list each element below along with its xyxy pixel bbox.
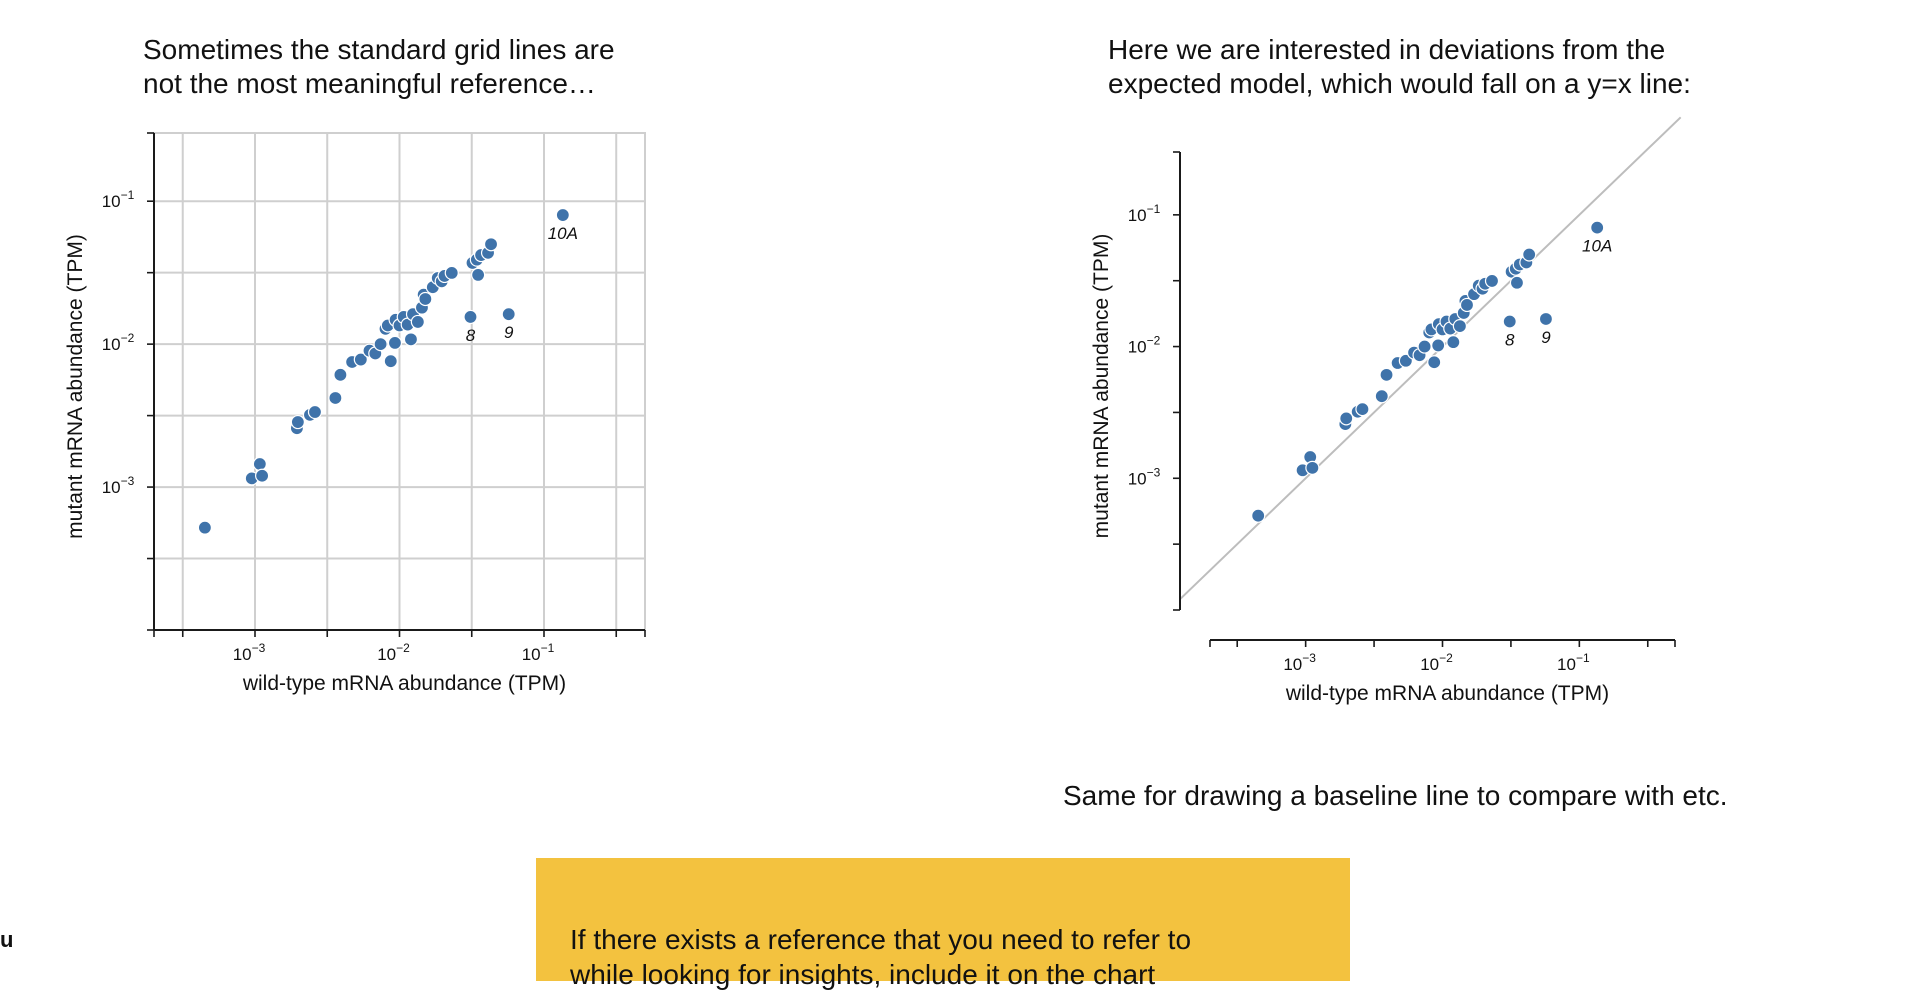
data-point: [1431, 338, 1446, 353]
x-axis-title: wild-type mRNA abundance (TPM): [242, 672, 566, 695]
x-tick-label: 10−3: [1283, 651, 1316, 674]
points-layer: [197, 207, 570, 535]
y-tick-label: 10−3: [1128, 465, 1161, 488]
scatter-chart-reference-line: 10−3 10−2 10−1 10−3 10−2 10−1 10A 8 9 wild-type…: [1090, 116, 1682, 705]
data-point: [1446, 335, 1461, 350]
x-tick-label: 10−1: [1557, 651, 1590, 674]
data-point: [555, 207, 570, 223]
x-axis-title: wild-type mRNA abundance (TPM): [1285, 682, 1609, 705]
caption-reference-line: Here we are interested in deviations fro…: [1108, 34, 1691, 99]
data-point: [483, 237, 499, 252]
data-point: [418, 291, 433, 307]
point-labels-layer: 10A 8 9: [466, 224, 578, 345]
data-point: [333, 367, 348, 382]
data-point: [471, 267, 486, 283]
data-point: [1374, 389, 1389, 404]
y-tick-label: 10−2: [102, 331, 135, 354]
data-point: [252, 456, 267, 472]
data-point: [403, 332, 419, 347]
data-point: [1522, 247, 1537, 262]
data-point: [444, 265, 459, 281]
y-tick-label: 10−1: [102, 188, 135, 211]
y-tick-label: 10−1: [1128, 202, 1161, 225]
data-point: [1502, 314, 1517, 329]
point-label: 9: [1541, 328, 1551, 347]
caption-grid-lines: Sometimes the standard grid lines are no…: [143, 34, 615, 99]
point-labels-layer: 10A 8 9: [1505, 237, 1612, 350]
data-point: [1427, 355, 1442, 370]
data-point: [1251, 508, 1266, 523]
data-point: [410, 314, 425, 330]
point-label: 10A: [1582, 237, 1612, 256]
x-tick-label: 10−3: [233, 641, 266, 664]
data-point: [1339, 411, 1354, 426]
y-tick-label: 10−3: [102, 474, 135, 497]
x-tick-label: 10−1: [522, 641, 555, 664]
data-point: [1379, 367, 1394, 382]
data-point: [1509, 275, 1525, 290]
y-axis-title: mutant mRNA abundance (TPM): [1090, 234, 1113, 539]
data-point: [373, 337, 388, 352]
scatter-chart-grid: 10−3 10−2 10−1 10−3 10−2 10−1 10A 8 9 wild-type…: [64, 132, 646, 695]
point-label: 8: [1505, 330, 1515, 349]
edge-text-fragment: u: [0, 927, 14, 952]
data-point: [1452, 319, 1467, 334]
caption-baseline: Same for drawing a baseline line to comp…: [1063, 780, 1728, 811]
x-tick-label: 10−2: [1420, 651, 1453, 674]
data-point: [1484, 273, 1500, 289]
data-point: [255, 468, 270, 483]
points-layer: [1251, 220, 1605, 523]
point-label: 10A: [548, 224, 578, 243]
data-point: [383, 354, 398, 369]
callout-text: If there exists a reference that you nee…: [570, 924, 1192, 990]
data-point: [1538, 311, 1554, 327]
point-label: 9: [504, 323, 514, 342]
data-point: [1459, 297, 1475, 313]
data-point: [1417, 339, 1432, 354]
data-point: [1355, 402, 1370, 417]
data-point: [290, 414, 305, 430]
data-point: [353, 352, 368, 367]
data-point: [387, 335, 403, 351]
data-point: [328, 390, 343, 406]
point-label: 8: [466, 326, 476, 345]
x-tick-label: 10−2: [377, 641, 410, 664]
grid-layer: [153, 132, 646, 631]
data-point: [197, 520, 212, 535]
data-point: [1590, 220, 1605, 235]
data-point: [1305, 460, 1320, 475]
data-point: [463, 309, 478, 325]
data-point: [501, 307, 516, 322]
y-tick-label: 10−2: [1128, 334, 1161, 357]
data-point: [307, 404, 323, 420]
insight-callout: If there exists a reference that you nee…: [536, 858, 1350, 990]
y-axis-title: mutant mRNA abundance (TPM): [64, 234, 87, 539]
